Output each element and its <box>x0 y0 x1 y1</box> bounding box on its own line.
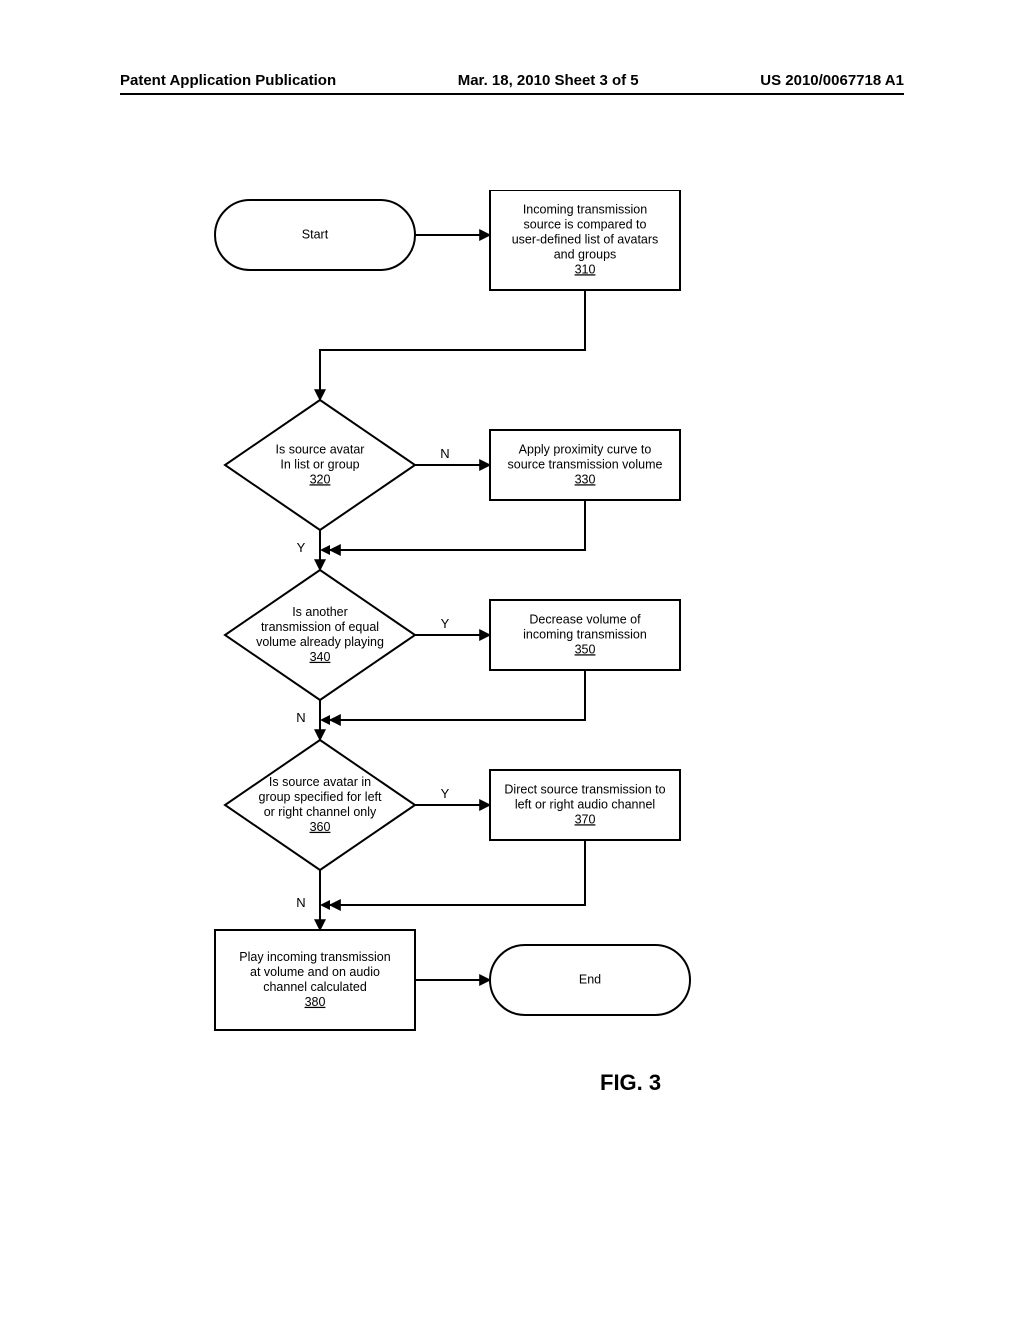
header-left: Patent Application Publication <box>120 72 336 89</box>
svg-text:incoming transmission: incoming transmission <box>523 627 647 641</box>
svg-text:or right channel only: or right channel only <box>264 805 377 819</box>
svg-text:N: N <box>440 446 449 461</box>
svg-text:left or right audio channel: left or right audio channel <box>515 797 655 811</box>
header-center: Mar. 18, 2010 Sheet 3 of 5 <box>458 72 639 89</box>
svg-text:Y: Y <box>297 540 306 555</box>
svg-text:N: N <box>296 710 305 725</box>
svg-text:and groups: and groups <box>554 247 617 261</box>
page-header: Patent Application Publication Mar. 18, … <box>120 72 904 95</box>
svg-text:Start: Start <box>302 227 329 241</box>
svg-text:volume already playing: volume already playing <box>256 635 384 649</box>
svg-text:source transmission volume: source transmission volume <box>508 457 663 471</box>
svg-text:320: 320 <box>310 472 331 486</box>
svg-text:360: 360 <box>310 820 331 834</box>
svg-text:Apply proximity curve to: Apply proximity curve to <box>519 442 652 456</box>
svg-text:user-defined list of avatars: user-defined list of avatars <box>512 232 659 246</box>
svg-text:transmission of equal: transmission of equal <box>261 620 379 634</box>
svg-text:source is compared to: source is compared to <box>524 217 647 231</box>
flowchart-container: Start Incoming transmissionsource is comp… <box>165 190 855 1090</box>
svg-text:Is source avatar: Is source avatar <box>276 442 365 456</box>
svg-text:340: 340 <box>310 650 331 664</box>
svg-text:Y: Y <box>441 616 450 631</box>
header-right: US 2010/0067718 A1 <box>760 72 904 89</box>
flowchart-svg: Start Incoming transmissionsource is comp… <box>165 190 855 1060</box>
svg-text:Y: Y <box>441 786 450 801</box>
svg-text:310: 310 <box>575 262 596 276</box>
svg-text:Is another: Is another <box>292 605 348 619</box>
svg-text:In list or group: In list or group <box>280 457 359 471</box>
svg-text:330: 330 <box>575 472 596 486</box>
svg-text:group specified for left: group specified for left <box>259 790 383 804</box>
svg-text:N: N <box>296 895 305 910</box>
svg-text:at volume and on audio: at volume and on audio <box>250 965 380 979</box>
svg-text:End: End <box>579 972 601 986</box>
svg-text:Play incoming transmission: Play incoming transmission <box>239 950 390 964</box>
svg-text:channel calculated: channel calculated <box>263 980 367 994</box>
svg-text:370: 370 <box>575 812 596 826</box>
svg-text:Direct source transmission to: Direct source transmission to <box>504 782 665 796</box>
svg-text:380: 380 <box>305 995 326 1009</box>
svg-text:350: 350 <box>575 642 596 656</box>
svg-text:Incoming transmission: Incoming transmission <box>523 202 647 216</box>
figure-label: FIG. 3 <box>600 1070 661 1096</box>
svg-text:Is source avatar in: Is source avatar in <box>269 775 371 789</box>
svg-text:Decrease volume of: Decrease volume of <box>529 612 641 626</box>
